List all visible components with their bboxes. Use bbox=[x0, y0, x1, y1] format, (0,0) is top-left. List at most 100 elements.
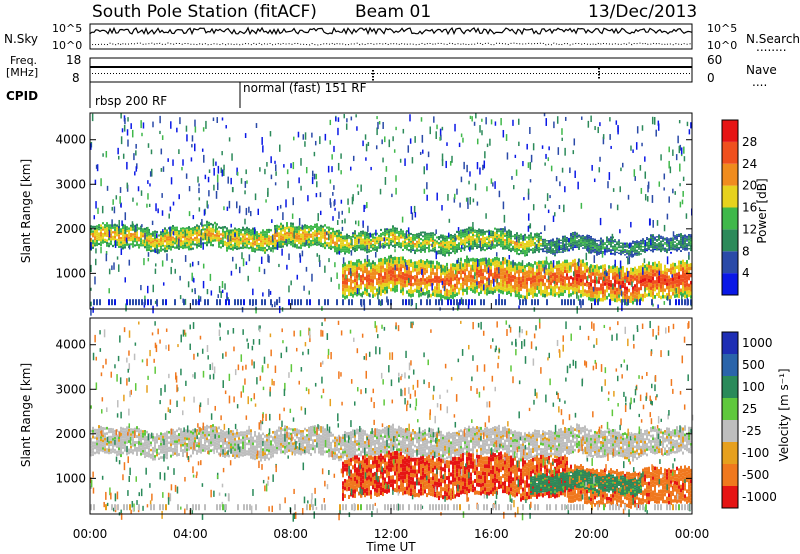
heatmap-cell bbox=[400, 228, 402, 231]
heatmap-cell bbox=[414, 288, 416, 293]
heatmap-cell bbox=[514, 237, 516, 240]
heatmap-cell bbox=[686, 267, 688, 272]
heatmap-cell bbox=[550, 248, 552, 250]
heatmap-cell bbox=[418, 293, 420, 298]
heatmap-cell bbox=[146, 236, 148, 240]
heatmap-cell bbox=[218, 234, 220, 238]
heatmap-cell bbox=[376, 281, 378, 286]
nave-dot bbox=[659, 73, 660, 74]
heatmap-cell bbox=[383, 237, 386, 242]
heatmap-cell bbox=[466, 290, 468, 295]
heatmap-cell bbox=[356, 246, 358, 249]
heatmap-cell bbox=[200, 245, 202, 249]
heatmap-cell bbox=[520, 233, 522, 236]
heatmap-cell bbox=[344, 280, 346, 285]
heatmap-cell bbox=[588, 242, 590, 245]
heatmap-cell bbox=[436, 279, 438, 283]
heatmap-cell bbox=[510, 247, 512, 251]
heatmap-cell bbox=[514, 250, 516, 253]
heatmap-cell bbox=[470, 277, 472, 282]
heatmap-cell bbox=[410, 232, 412, 235]
heatmap-cell bbox=[146, 229, 148, 232]
heatmap-cell bbox=[580, 244, 582, 246]
nave-dot bbox=[566, 73, 567, 74]
heatmap-cell bbox=[614, 275, 616, 280]
heatmap-cell bbox=[592, 268, 594, 273]
heatmap-cell bbox=[142, 230, 144, 233]
heatmap-cell bbox=[160, 233, 162, 236]
heatmap-cell bbox=[238, 242, 240, 246]
heatmap-cell bbox=[474, 290, 476, 294]
heatmap-cell bbox=[217, 165, 220, 174]
heatmap-cell bbox=[450, 267, 452, 271]
heatmap-cell bbox=[216, 232, 218, 235]
heatmap-cell bbox=[440, 244, 442, 247]
heatmap-cell bbox=[508, 240, 510, 243]
heatmap-cell bbox=[690, 234, 692, 236]
heatmap-cell bbox=[324, 133, 327, 141]
heatmap-cell bbox=[408, 281, 410, 286]
heatmap-cell bbox=[108, 226, 110, 229]
heatmap-cell bbox=[580, 236, 582, 238]
heatmap-cell bbox=[380, 235, 382, 238]
heatmap-cell bbox=[362, 232, 364, 235]
heatmap-cell bbox=[660, 284, 662, 289]
heatmap-cell bbox=[279, 144, 281, 152]
heatmap-cell bbox=[526, 251, 528, 254]
heatmap-cell bbox=[432, 292, 434, 296]
heatmap-cell bbox=[454, 233, 456, 236]
heatmap-cell bbox=[184, 238, 186, 241]
heatmap-cell bbox=[334, 207, 336, 211]
heatmap-cell bbox=[476, 233, 478, 236]
heatmap-cell bbox=[546, 292, 548, 297]
heatmap-cell bbox=[430, 278, 432, 283]
heatmap-cell bbox=[264, 235, 266, 238]
heatmap-cell bbox=[245, 261, 248, 266]
nave-dots-legend: .... bbox=[752, 75, 767, 89]
heatmap-cell bbox=[168, 233, 170, 237]
heatmap-cell bbox=[302, 229, 304, 232]
heatmap-cell bbox=[480, 242, 482, 245]
heatmap-cell bbox=[538, 250, 540, 253]
heatmap-cell bbox=[676, 293, 678, 298]
heatmap-cell bbox=[406, 290, 408, 294]
heatmap-cell bbox=[160, 239, 162, 242]
heatmap-cell bbox=[612, 290, 614, 294]
heatmap-cell bbox=[508, 248, 510, 251]
heatmap-cell bbox=[154, 236, 156, 240]
heatmap-cell bbox=[610, 249, 612, 252]
heatmap-cell bbox=[386, 282, 388, 287]
nave-dot bbox=[497, 73, 498, 74]
heatmap-cell bbox=[226, 241, 228, 245]
heatmap-cell bbox=[648, 242, 650, 244]
heatmap-cell bbox=[530, 240, 532, 243]
heatmap-cell bbox=[467, 303, 470, 310]
heatmap-cell bbox=[594, 268, 596, 273]
heatmap-cell bbox=[416, 282, 418, 286]
heatmap-cell bbox=[624, 293, 626, 297]
heatmap-cell bbox=[670, 251, 672, 254]
heatmap-cell bbox=[384, 232, 386, 235]
heatmap-cell bbox=[108, 228, 110, 232]
heatmap-cell bbox=[450, 263, 452, 268]
heatmap-cell bbox=[521, 260, 524, 267]
heatmap-cell bbox=[514, 265, 516, 269]
heatmap-cell bbox=[342, 242, 344, 245]
heatmap-cell bbox=[590, 243, 592, 245]
heatmap-cell bbox=[409, 138, 412, 144]
heatmap-cell bbox=[412, 247, 414, 250]
heatmap-cell bbox=[172, 229, 174, 232]
heatmap-cell bbox=[542, 260, 544, 265]
heatmap-cell bbox=[208, 232, 210, 235]
heatmap-cell bbox=[502, 275, 504, 280]
heatmap-cell bbox=[294, 239, 296, 242]
heatmap-cell bbox=[370, 288, 372, 293]
heatmap-cell bbox=[438, 276, 440, 280]
heatmap-cell bbox=[488, 257, 490, 262]
heatmap-cell bbox=[506, 277, 508, 281]
heatmap-cell bbox=[350, 244, 352, 247]
heatmap-cell bbox=[125, 237, 128, 243]
heatmap-cell bbox=[196, 241, 198, 244]
heatmap-cell bbox=[374, 240, 376, 243]
heatmap-cell bbox=[598, 280, 600, 284]
